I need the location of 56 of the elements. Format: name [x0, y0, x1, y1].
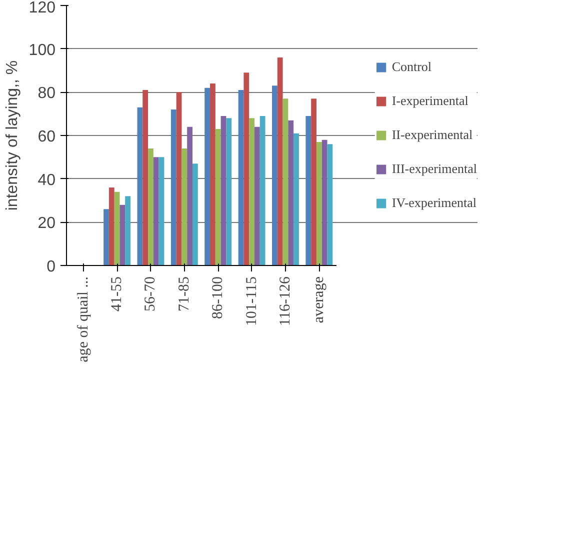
legend-label: III-experimental [392, 161, 477, 177]
bar [204, 88, 210, 266]
bar [114, 192, 120, 266]
x-tick-label: 86-100 [210, 276, 226, 319]
x-tick-label: 71-85 [176, 276, 192, 312]
bar [125, 196, 131, 266]
bar [316, 142, 322, 266]
y-tick-label: 0 [46, 258, 56, 276]
legend-label: Control [392, 59, 432, 75]
bar [176, 92, 182, 266]
bar [210, 84, 216, 266]
bar [192, 164, 198, 266]
y-tick-label: 80 [38, 85, 56, 102]
bar [260, 116, 266, 266]
x-tick-label: 116-126 [277, 276, 294, 326]
bar [254, 126, 260, 266]
legend-label: IV-experimental [392, 195, 477, 211]
legend-label: I-experimental [392, 93, 468, 109]
bar [306, 116, 312, 266]
y-tick-label: 100 [28, 42, 56, 59]
y-tick-label: 20 [38, 215, 56, 232]
bar [249, 118, 254, 266]
bar [104, 209, 109, 266]
legend-label: II-experimental [392, 127, 473, 143]
bar [282, 98, 288, 266]
x-tick-label: 41-55 [109, 276, 126, 312]
bar [277, 58, 283, 266]
bar [220, 116, 226, 266]
bar [311, 98, 316, 266]
bar [170, 110, 176, 266]
bar [322, 140, 328, 266]
bar [187, 126, 192, 266]
bar [238, 90, 244, 266]
y-tick-label: 60 [38, 128, 56, 146]
bar [272, 86, 278, 266]
bar [288, 120, 294, 266]
bar [120, 204, 126, 266]
bar [153, 157, 159, 266]
bar [215, 129, 221, 266]
bar [108, 188, 114, 266]
bar [148, 148, 154, 266]
bar [244, 72, 250, 266]
bar [226, 118, 232, 266]
x-tick-label: 56-70 [142, 276, 159, 312]
bar [142, 90, 148, 266]
bar [327, 144, 333, 266]
bar [182, 148, 188, 266]
y-tick-label: 120 [28, 0, 56, 16]
bar [294, 133, 299, 266]
y-tick-label: 40 [38, 172, 56, 189]
x-tick-label: average [311, 276, 328, 324]
bar [158, 157, 164, 266]
y-axis-title: intensity of laying,, % [4, 60, 21, 211]
x-tick-label: 101-115 [244, 276, 260, 326]
bar [137, 107, 143, 266]
x-tick-label: age of quail ... [75, 276, 92, 362]
